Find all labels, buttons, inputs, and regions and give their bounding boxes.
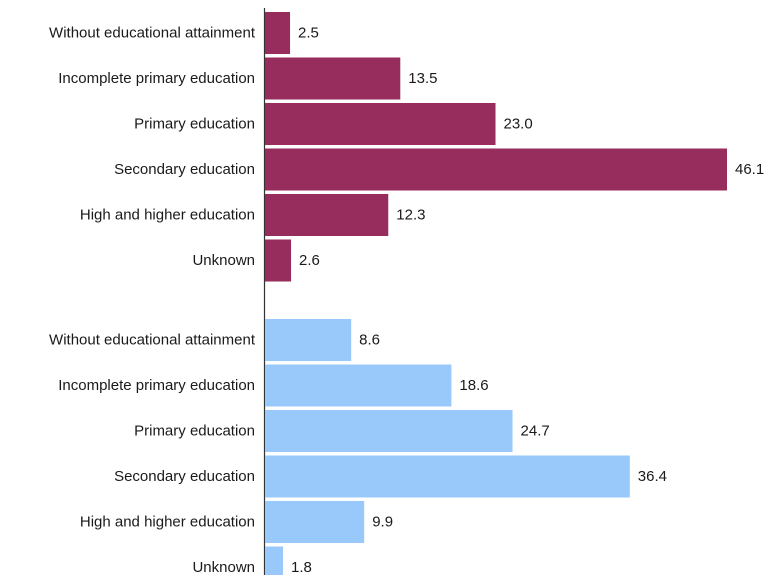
value-label: 12.3 — [396, 207, 425, 224]
category-label: Incomplete primary education — [58, 377, 255, 394]
bar — [265, 455, 630, 498]
bar — [265, 194, 389, 236]
value-label: 24.7 — [521, 423, 550, 440]
category-label: High and higher education — [80, 514, 255, 531]
value-label: 18.6 — [459, 377, 488, 394]
category-label: Primary education — [134, 116, 255, 133]
bar — [265, 546, 284, 575]
bar — [265, 319, 352, 361]
value-label: 8.6 — [359, 332, 380, 349]
category-label: High and higher education — [80, 207, 255, 224]
category-label: Primary education — [134, 423, 255, 440]
category-label: Secondary education — [114, 161, 255, 178]
bar — [265, 501, 365, 543]
category-label: Unknown — [192, 559, 255, 575]
bar — [265, 57, 401, 100]
value-label: 46.1 — [735, 161, 764, 178]
category-label: Secondary education — [114, 468, 255, 485]
bar — [265, 410, 513, 452]
value-label: 23.0 — [503, 116, 532, 133]
bar — [265, 103, 496, 145]
category-label: Without educational attainment — [49, 25, 256, 42]
value-label: 2.5 — [298, 25, 319, 42]
value-label: 9.9 — [372, 514, 393, 531]
bar — [265, 239, 292, 282]
value-label: 13.5 — [408, 70, 437, 87]
bar — [265, 364, 452, 407]
bar — [265, 12, 291, 54]
category-label: Unknown — [192, 252, 255, 269]
value-label: 1.8 — [291, 559, 312, 575]
bar — [265, 148, 727, 191]
category-label: Incomplete primary education — [58, 70, 255, 87]
category-label: Without educational attainment — [49, 332, 256, 349]
value-label: 2.6 — [299, 252, 320, 269]
value-label: 36.4 — [638, 468, 667, 485]
